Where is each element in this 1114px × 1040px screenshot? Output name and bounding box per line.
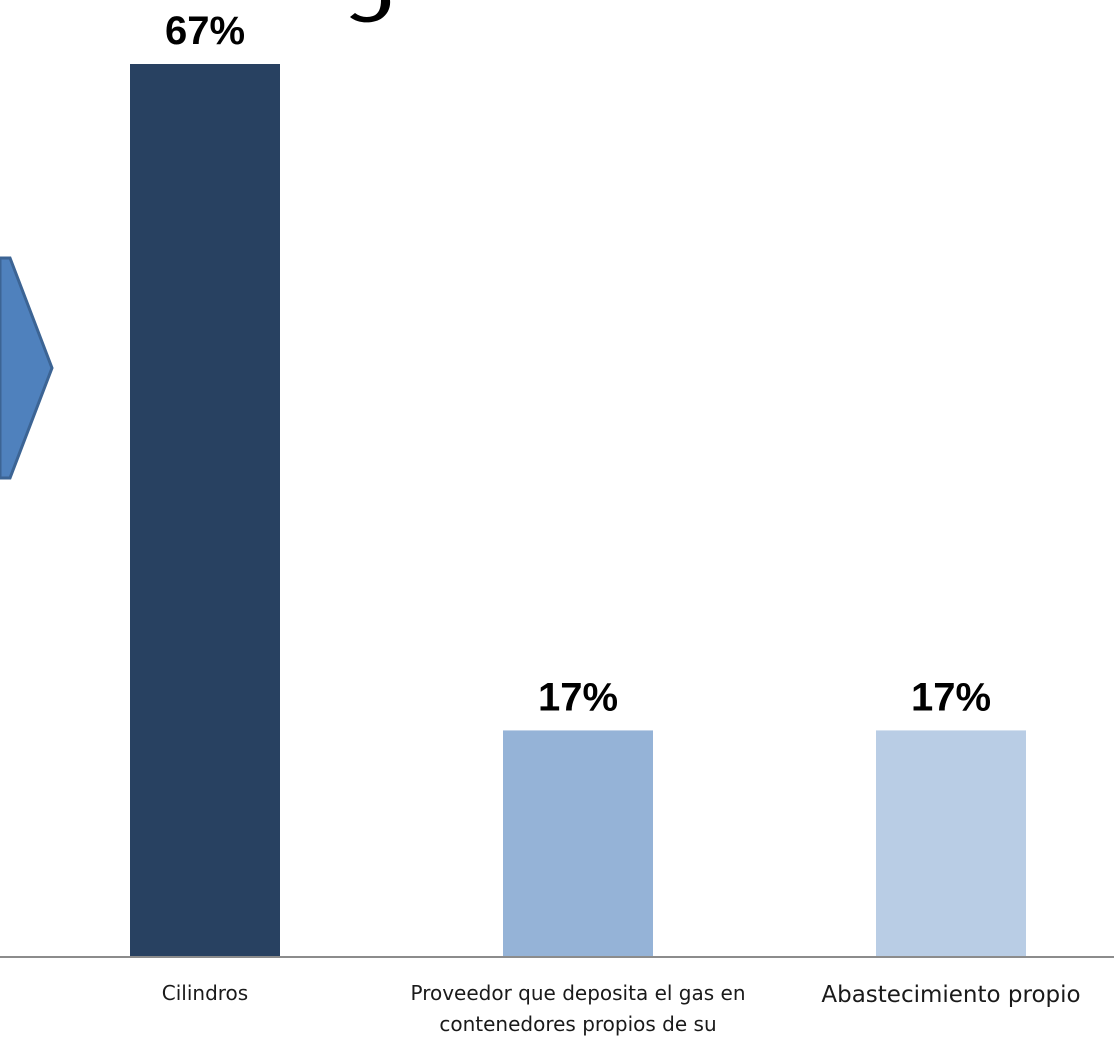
category-label-1-line-1: Cilindros xyxy=(162,981,248,1005)
title-fragment xyxy=(346,0,391,23)
category-label-2-line-1: Proveedor que deposita el gas en xyxy=(410,981,745,1005)
category-labels: Cilindros Proveedor que deposita el gas e… xyxy=(162,981,1081,1036)
value-labels: 67% 17% 17% xyxy=(165,9,991,719)
category-label-2-line-2: contenedores propios de su xyxy=(439,1012,716,1036)
bar-1 xyxy=(130,64,280,957)
bars xyxy=(130,64,1026,957)
data-label-2: 17% xyxy=(538,675,618,719)
chevron-right-icon xyxy=(0,256,54,480)
bar-3 xyxy=(876,730,1026,957)
data-label-3: 17% xyxy=(911,675,991,719)
data-label-1: 67% xyxy=(165,9,245,53)
bar-2 xyxy=(503,730,653,957)
category-label-3-line-1: Abastecimiento propio xyxy=(821,982,1080,1008)
